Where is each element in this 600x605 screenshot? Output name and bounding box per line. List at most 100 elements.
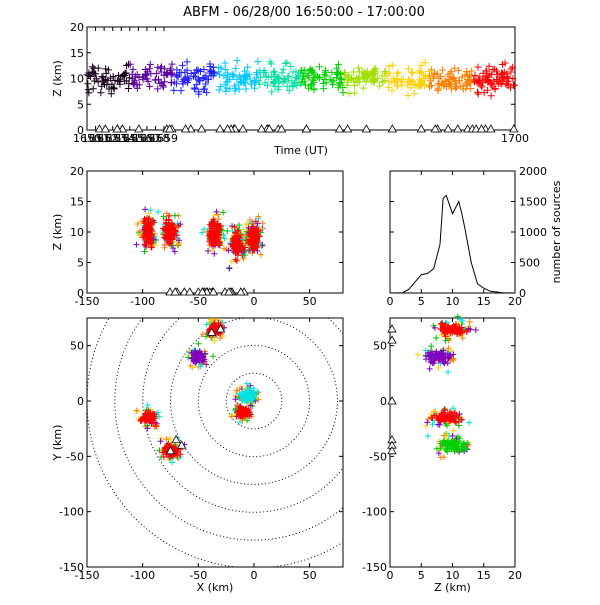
x-tick-label: 15 [477, 295, 491, 308]
source-point [343, 81, 351, 89]
source-point [212, 232, 219, 239]
source-point [388, 86, 396, 94]
y-tick-label: 20 [70, 165, 84, 178]
ground-strike-marker [236, 287, 246, 296]
source-point [426, 83, 434, 91]
source-point [195, 88, 203, 96]
source-point [509, 63, 517, 71]
source-point [415, 67, 423, 75]
source-point [222, 87, 230, 95]
source-point [175, 242, 182, 249]
source-point [213, 208, 220, 215]
source-point [243, 237, 250, 244]
x-tick-label: 0 [250, 569, 257, 582]
source-point [448, 446, 455, 453]
source-point [252, 73, 260, 81]
source-point [440, 324, 447, 331]
source-point [428, 414, 435, 421]
source-point [256, 80, 264, 88]
source-point [238, 79, 246, 87]
source-point [353, 74, 361, 82]
source-point [478, 83, 486, 91]
source-point [207, 231, 214, 238]
source-point [452, 419, 459, 426]
source-point [322, 72, 330, 80]
source-point [189, 364, 196, 371]
source-point [142, 206, 149, 213]
source-point [103, 81, 111, 89]
source-point [308, 66, 316, 74]
source-point [458, 440, 465, 447]
yz-projection-panel: 0 5 10 15 20 -150 -100 -50 0 50 Z (km) [362, 313, 522, 594]
x-tick-label: 10 [446, 569, 460, 582]
source-point [203, 361, 210, 368]
source-point [248, 227, 255, 234]
y-tick-label: 0 [77, 395, 84, 408]
source-point [510, 81, 518, 89]
source-point [297, 66, 305, 74]
source-point [160, 213, 167, 220]
source-point [143, 229, 150, 236]
source-point [221, 66, 229, 74]
source-point [435, 81, 443, 89]
source-point [474, 90, 482, 98]
range-ring [225, 372, 283, 430]
source-point [224, 227, 231, 234]
source-point [443, 443, 450, 450]
source-point [217, 83, 225, 91]
x-tick-label: 1653 [99, 132, 127, 145]
source-point [450, 74, 458, 82]
source-point [195, 354, 202, 361]
source-point [205, 247, 212, 254]
source-point [233, 257, 240, 264]
source-point [466, 419, 473, 426]
source-point [199, 229, 206, 236]
source-point [206, 221, 213, 228]
source-point [221, 235, 228, 242]
ground-strike-marker [224, 287, 234, 296]
y-axis-label: Z (km) [51, 60, 64, 97]
ground-strike-marker [453, 124, 463, 133]
source-point [450, 405, 457, 412]
ground-strike-marker [222, 124, 233, 133]
source-point [429, 421, 436, 428]
source-point [381, 68, 389, 76]
source-point [458, 446, 465, 453]
ground-strike-marker [361, 124, 372, 133]
source-point [442, 415, 449, 422]
source-point [242, 406, 249, 413]
source-point [498, 61, 506, 69]
source-point [150, 420, 157, 427]
source-point [241, 79, 249, 87]
ground-strike-marker [276, 124, 287, 133]
x-tick-label: -150 [75, 295, 100, 308]
source-point [443, 328, 450, 335]
source-point [148, 226, 155, 233]
x-tick-label: 1658 [141, 132, 169, 145]
source-point [247, 397, 254, 404]
source-point [381, 77, 389, 85]
source-point [270, 67, 278, 75]
source-point [217, 335, 224, 342]
source-point [160, 83, 168, 91]
ground-strike-marker [264, 124, 275, 133]
x-tick-label: 15 [477, 569, 491, 582]
source-point [271, 72, 279, 80]
ground-strike-marker [196, 124, 207, 133]
source-point [195, 340, 202, 347]
ground-strike-marker [100, 124, 111, 133]
source-point [433, 412, 440, 419]
source-point [163, 436, 170, 443]
source-point [425, 416, 432, 423]
source-point [84, 80, 92, 88]
source-point [225, 247, 232, 254]
plan-view-panel: -150 -100 -50 0 50 -150 -100 -50 0 50 X (km) Y (km) [51, 317, 344, 594]
source-point [118, 72, 126, 80]
source-point [281, 59, 289, 67]
source-point [300, 77, 308, 85]
source-point [171, 212, 178, 219]
source-point [135, 74, 143, 82]
source-point [206, 230, 213, 237]
source-point [315, 74, 323, 82]
